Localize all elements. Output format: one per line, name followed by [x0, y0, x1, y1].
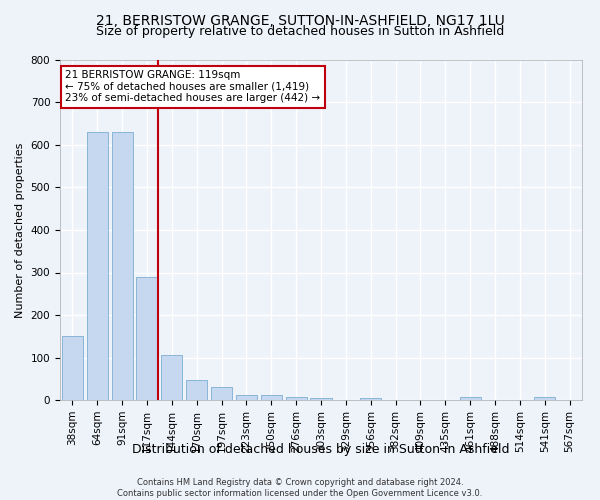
Bar [112, 132, 133, 400]
Text: Contains HM Land Registry data © Crown copyright and database right 2024.
Contai: Contains HM Land Registry data © Crown c… [118, 478, 482, 498]
Text: Distribution of detached houses by size in Sutton in Ashfield: Distribution of detached houses by size … [132, 442, 510, 456]
Bar [261, 395, 282, 400]
Bar [360, 398, 381, 400]
Bar [186, 380, 207, 400]
Bar [460, 396, 481, 400]
Bar [62, 336, 83, 400]
Bar [236, 395, 257, 400]
Bar [211, 387, 232, 400]
Bar [87, 132, 108, 400]
Bar [136, 276, 158, 400]
Text: 21 BERRISTOW GRANGE: 119sqm
← 75% of detached houses are smaller (1,419)
23% of : 21 BERRISTOW GRANGE: 119sqm ← 75% of det… [65, 70, 320, 103]
Bar [286, 396, 307, 400]
Text: 21, BERRISTOW GRANGE, SUTTON-IN-ASHFIELD, NG17 1LU: 21, BERRISTOW GRANGE, SUTTON-IN-ASHFIELD… [95, 14, 505, 28]
Bar [161, 356, 182, 400]
Y-axis label: Number of detached properties: Number of detached properties [15, 142, 25, 318]
Bar [310, 398, 332, 400]
Text: Size of property relative to detached houses in Sutton in Ashfield: Size of property relative to detached ho… [96, 25, 504, 38]
Bar [534, 396, 555, 400]
